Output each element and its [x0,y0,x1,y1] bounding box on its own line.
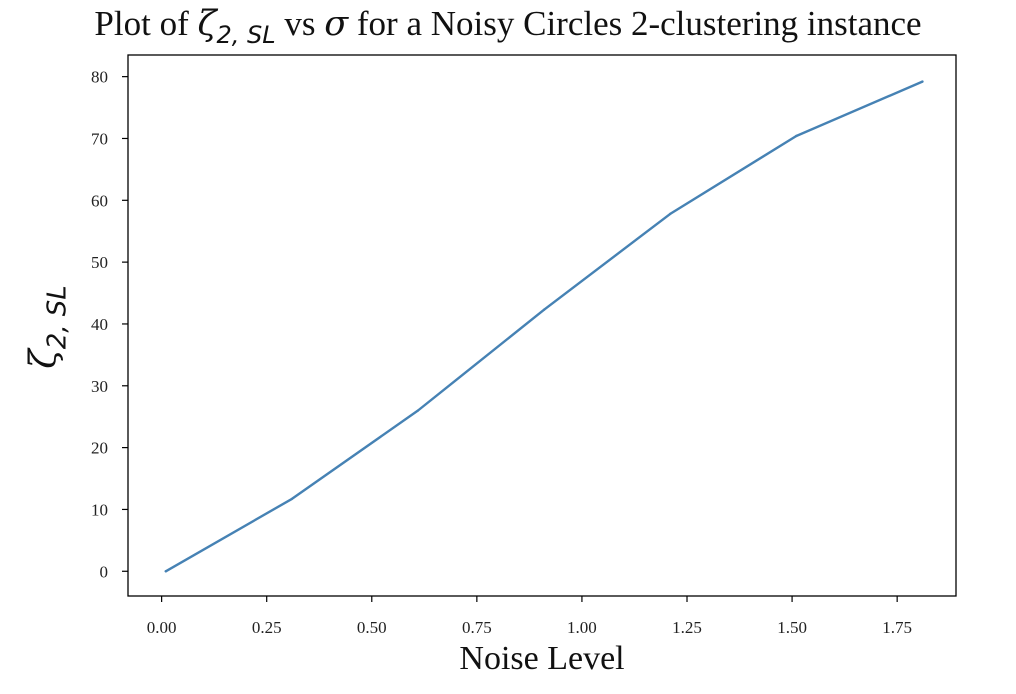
y-tick-label: 0 [100,562,109,581]
x-tick-label: 0.00 [147,618,177,637]
x-tick-label: 1.75 [882,618,912,637]
title-sigma-symbol: σ [324,4,349,44]
chart-title: Plot of ζ2, SL vs σ for a Noisy Circles … [0,4,1016,49]
y-tick-label: 10 [91,500,108,519]
x-tick-label: 0.50 [357,618,387,637]
y-tick-label: 80 [91,68,108,87]
data-point [542,308,546,311]
title-zeta-symbol: ζ [197,4,217,44]
data-point [795,134,798,138]
y-tick-label: 30 [91,377,108,396]
title-zeta-subscript: 2, SL [216,21,276,49]
y-tick-label: 40 [91,315,108,334]
y-axis-label-symbol: ζ [23,349,65,369]
title-middle: vs [275,4,325,43]
y-axis-label: ζ2, SL [23,285,73,369]
data-point [164,570,168,573]
y-tick-label: 20 [91,439,108,458]
x-tick-label: 1.25 [672,618,702,637]
title-prefix: Plot of [94,4,198,43]
title-suffix: for a Noisy Circles 2-clustering instanc… [348,4,922,43]
data-point [416,409,420,412]
x-tick-label: 0.75 [462,618,492,637]
plot-frame [127,54,957,597]
y-tick-label: 50 [91,253,108,272]
x-axis-label: Noise Level [459,640,625,677]
data-point [668,212,672,216]
y-axis-label-subscript: 2, SL [42,285,73,350]
x-tick-label: 1.50 [777,618,807,637]
series-line [164,80,924,573]
data-point [921,80,924,83]
x-tick-label: 0.25 [252,618,282,637]
x-tick-label: 1.00 [567,618,597,637]
y-tick-label: 60 [91,191,108,210]
y-tick-label: 70 [91,129,108,148]
data-point [290,497,294,501]
